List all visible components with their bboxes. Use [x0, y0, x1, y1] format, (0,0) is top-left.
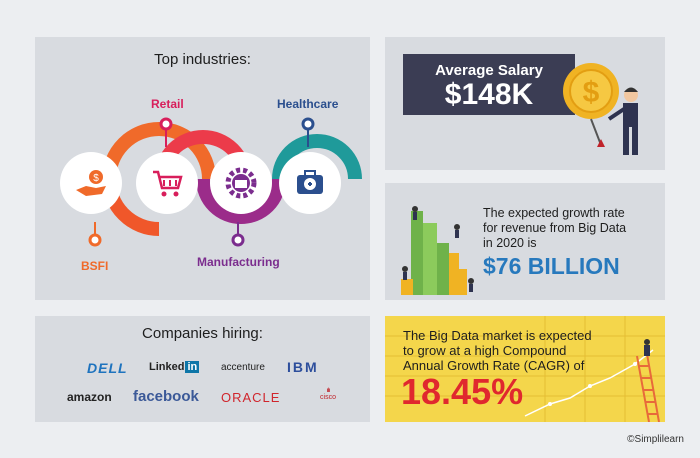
facebook-logo: facebook	[133, 388, 199, 405]
oracle-logo: ORACLE	[221, 390, 281, 405]
cisco-logo-text: cisco	[320, 394, 336, 401]
dell-logo: DELL	[87, 360, 128, 376]
growth-value: $76 BILLION	[483, 253, 620, 279]
shopping-cart-icon	[153, 170, 183, 197]
svg-text:$: $	[583, 76, 600, 109]
growth-line-1: The expected growth rate	[483, 206, 625, 220]
cagr-line-2: to grow at a high Compound	[403, 343, 567, 358]
accenture-logo: accenture	[221, 362, 265, 373]
linkedin-logo: Linked in	[149, 361, 200, 373]
cagr-line-1: The Big Data market is expected	[403, 328, 592, 343]
top-industries-panel: Top industries: $	[35, 37, 370, 300]
hand-coin-icon: $	[76, 170, 106, 196]
companies-title: Companies hiring:	[142, 325, 263, 342]
salary-box: Average Salary $148K	[403, 54, 575, 115]
industry-label-bsfi: BSFI	[81, 259, 109, 273]
salary-panel: Average Salary $148K $	[385, 37, 665, 170]
growth-panel: The expected growth rate for revenue fro…	[385, 183, 665, 300]
growth-chart-ladder-icon	[385, 316, 665, 422]
cagr-value: 18.45%	[401, 371, 524, 412]
linkedin-logo-text: Linked	[149, 361, 185, 373]
amazon-logo: amazon	[67, 390, 112, 404]
cagr-panel: The Big Data market is expected to grow …	[385, 316, 665, 422]
industry-label-manufacturing: Manufacturing	[197, 255, 280, 269]
svg-text:$: $	[93, 173, 99, 184]
simplilearn-credit: ©Simplilearn	[627, 434, 684, 445]
growth-line-3: in 2020 is	[483, 236, 537, 250]
medical-kit-icon	[297, 170, 323, 194]
factory-gear-icon	[225, 167, 257, 199]
ibm-logo: IBM	[287, 359, 319, 375]
money-stacks-icon	[401, 206, 474, 295]
industry-label-healthcare: Healthcare	[277, 97, 339, 111]
growth-line-2: for revenue from Big Data	[483, 221, 627, 235]
industry-label-retail: Retail	[151, 97, 184, 111]
companies-panel: Companies hiring: DELL Linked in accentur…	[35, 316, 370, 422]
industries-title: Top industries:	[154, 51, 251, 68]
salary-label: Average Salary	[435, 62, 543, 79]
dollar-coin-icon: $	[563, 63, 638, 155]
retail-circle	[136, 152, 198, 214]
bsfi-circle	[60, 152, 122, 214]
linkedin-logo-in: in	[185, 361, 200, 373]
cagr-line-3: Annual Growth Rate (CAGR) of	[403, 358, 585, 373]
salary-value: $148K	[444, 78, 534, 111]
cisco-logo: ıılıı cisco	[313, 388, 343, 401]
